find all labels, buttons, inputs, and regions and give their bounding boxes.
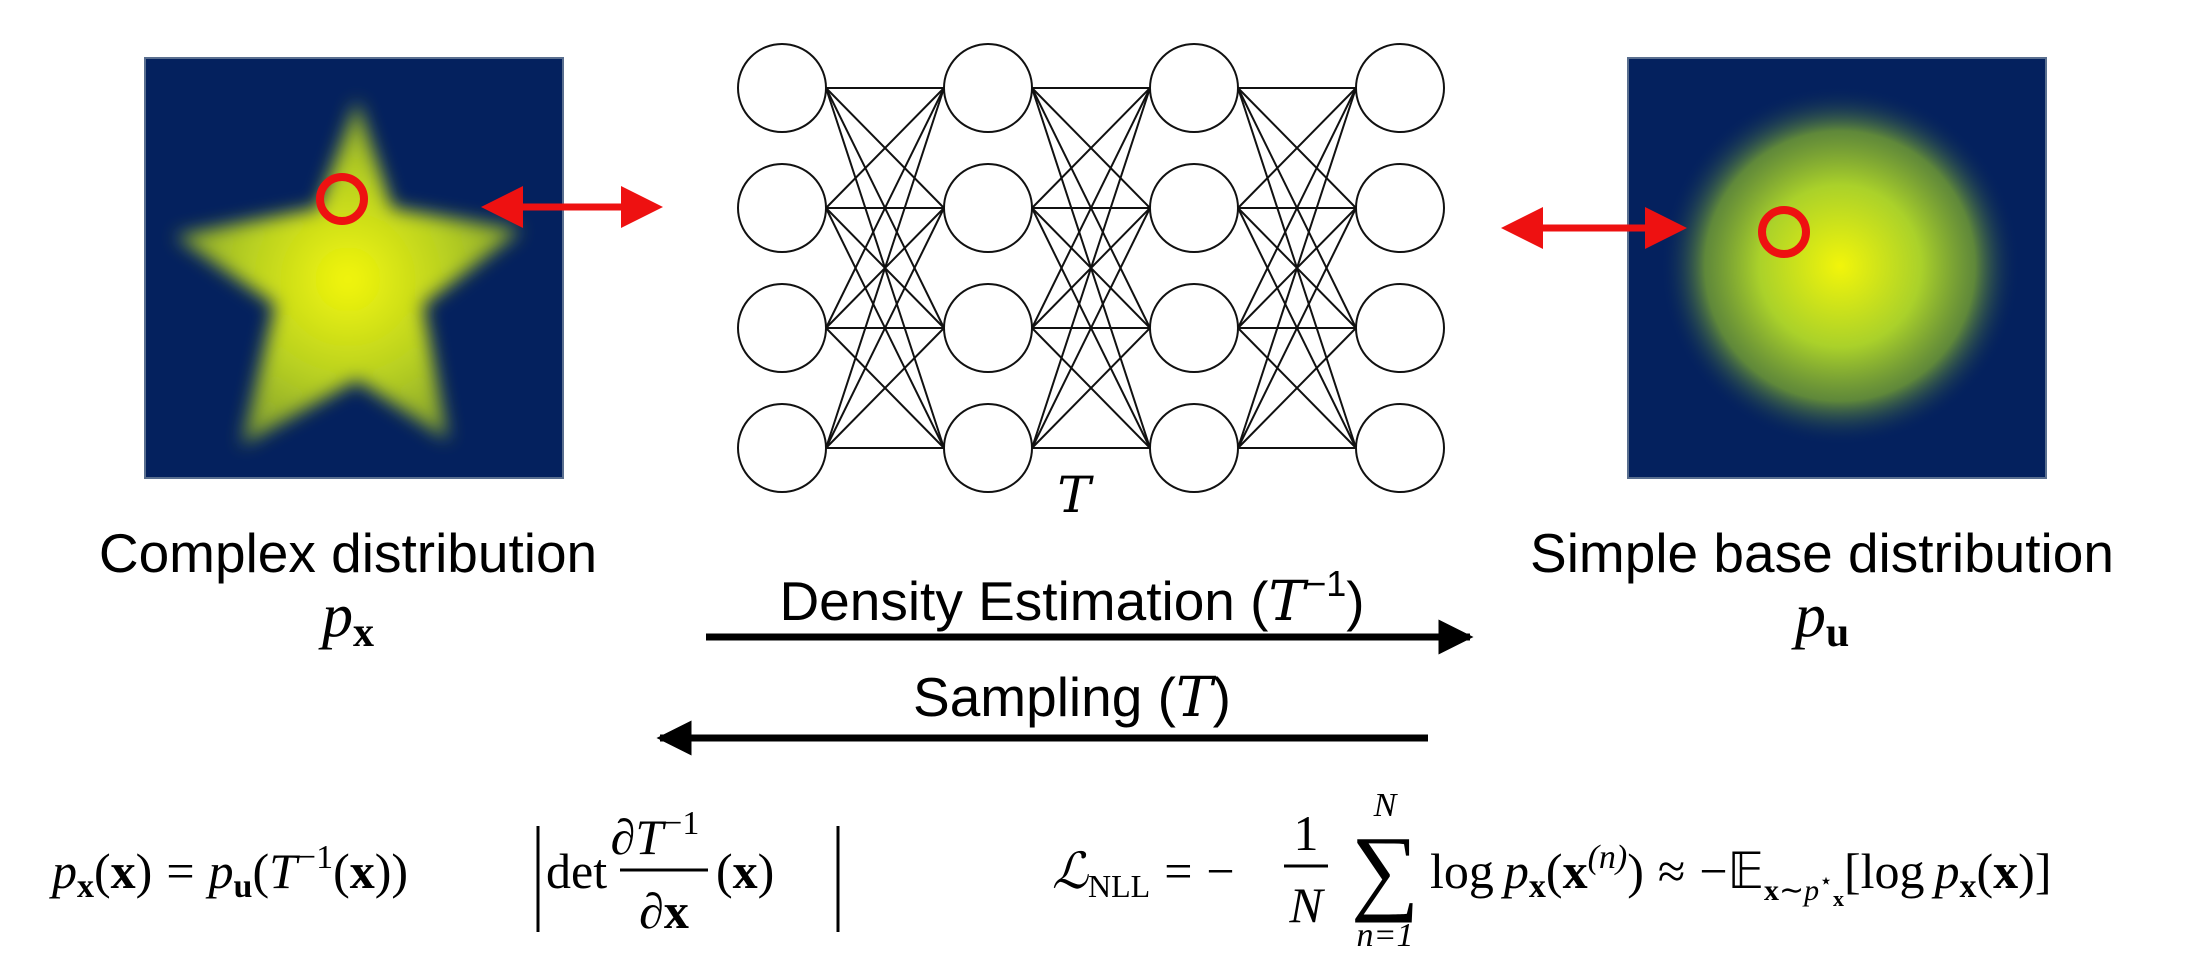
network-label: T (1057, 466, 1094, 524)
network-connection (1237, 87, 1357, 329)
neuron-node (737, 43, 827, 133)
network-connection (1031, 87, 1151, 449)
svg-text:ℒNLL=−: ℒNLL = − (1052, 843, 1235, 904)
sample-marker-right (1758, 206, 1810, 258)
base-distribution-title: Simple base distribution (1530, 522, 2114, 584)
neuron-node (943, 43, 1033, 133)
base-distribution-symbol: pu (1791, 582, 1849, 656)
neuron-node (1355, 163, 1445, 253)
complex-distribution-panel (144, 57, 564, 479)
network-connection (1237, 87, 1357, 449)
neuron-node (943, 283, 1033, 373)
network-connection (825, 207, 945, 449)
svg-text:det: det (546, 843, 607, 899)
neuron-node (737, 163, 827, 253)
neuron-node (1355, 403, 1445, 493)
neuron-node (1149, 283, 1239, 373)
svg-text:px(x)=pu(T−1(x)): px(x) = pu(T−1(x)) (49, 839, 408, 905)
svg-text:∑: ∑ (1351, 816, 1419, 923)
svg-text:∂x: ∂x (639, 883, 689, 939)
sampling-label: Sampling (T) (913, 665, 1231, 729)
network-connection (1031, 87, 1151, 209)
neuron-node (1149, 403, 1239, 493)
density-estimation-label: Density Estimation (T−1) (779, 563, 1364, 633)
complex-distribution-title: Complex distribution (99, 522, 597, 584)
neuron-node (1149, 43, 1239, 133)
complex-distribution-symbol: px (318, 582, 374, 656)
network-connection (825, 327, 945, 449)
neuron-node (943, 403, 1033, 493)
change-of-variables-equation: px(x) = pu(T−1(x)) det ∂T−1 ∂x (x) (49, 805, 840, 939)
neuron-node (1149, 163, 1239, 253)
network-connection (1031, 327, 1151, 449)
network-connection (1031, 207, 1151, 449)
star-density-shape (175, 100, 521, 445)
network-connection (825, 87, 945, 209)
neuron-node (737, 403, 827, 493)
svg-text:N: N (1373, 787, 1399, 824)
network-connection (1237, 327, 1357, 449)
network-connection (825, 87, 945, 329)
network-connection (825, 87, 945, 449)
neuron-node (1355, 43, 1445, 133)
gaussian-density-shape (1660, 86, 2020, 446)
network-connection (1237, 207, 1357, 449)
svg-text:N: N (1288, 877, 1325, 933)
neuron-node (1355, 283, 1445, 373)
neuron-node (737, 283, 827, 373)
network-connection (1031, 87, 1151, 329)
svg-text:(x): (x) (716, 843, 774, 899)
svg-text:1: 1 (1294, 805, 1319, 861)
network-connection (1237, 87, 1357, 209)
svg-text:∂T−1: ∂T−1 (611, 805, 700, 865)
base-distribution-panel (1627, 57, 2047, 479)
neuron-node (943, 163, 1033, 253)
neural-network (737, 43, 1445, 493)
sample-marker-left (316, 173, 368, 225)
nll-equation: ℒNLL = − 1 N N ∑ n=1 log px(x(n)) ≈ −𝔼x∼p⋆x[l… (1052, 787, 2051, 953)
svg-text:n=1: n=1 (1357, 917, 1414, 953)
